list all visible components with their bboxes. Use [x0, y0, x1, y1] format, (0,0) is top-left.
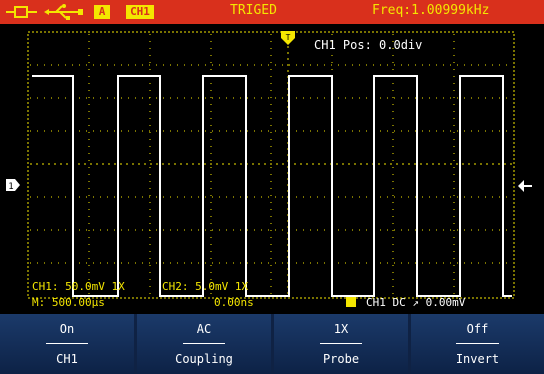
acquire-mode-badge: A [94, 5, 110, 19]
divider [45, 343, 89, 344]
trigger-position-marker: T [281, 31, 295, 45]
ch2-scale-readout: CH2: 5.0mV 1X [162, 280, 249, 293]
probe-label: Probe [322, 352, 360, 366]
menu-ch1-button[interactable]: On CH1 [0, 314, 134, 374]
usb-icon [44, 4, 83, 20]
coupling-label: Coupling [175, 352, 233, 366]
trigger-source-icon [346, 297, 356, 307]
ch1-position-readout: CH1 Pos: 0.0div [314, 38, 423, 52]
timebase-readout: M: 500.00µs [32, 296, 105, 309]
divider [319, 343, 363, 344]
divider [182, 343, 226, 344]
coupling-value: AC [196, 322, 212, 336]
invert-value: Off [466, 322, 489, 336]
ch1-scale-readout: CH1: 50.0mV 1X [32, 280, 125, 293]
probe-icon [6, 6, 37, 18]
invert-label: Invert [455, 352, 500, 366]
svg-text:1: 1 [8, 182, 13, 192]
ch1-waveform [32, 75, 512, 297]
frequency-readout: Freq:1.00999kHz [372, 3, 490, 18]
probe-value: 1X [333, 322, 349, 336]
trigger-level-marker [518, 180, 532, 192]
menu-invert-button[interactable]: Off Invert [411, 314, 544, 374]
divider [456, 343, 499, 344]
ch1-level-marker: 1 [6, 179, 20, 192]
waveform-display[interactable]: T 1 CH1 Pos: 0.0div CH1: 50.0mV 1X CH2: … [0, 24, 544, 314]
trigger-status: TRIGED [230, 3, 277, 18]
status-bar: A CH1 TRIGED Freq:1.00999kHz [0, 0, 544, 24]
graticule [27, 31, 515, 299]
square-wave-trace [32, 75, 512, 297]
ch1-label: CH1 [56, 352, 78, 366]
ch1-state-value: On [59, 322, 75, 336]
svg-text:T: T [286, 33, 291, 42]
time-offset-readout: 0.00ns [214, 296, 254, 309]
active-channel-badge: CH1 [126, 5, 154, 19]
menu-coupling-button[interactable]: AC Coupling [137, 314, 271, 374]
trigger-info-readout: CH1 DC ↗ 0.00mV [366, 296, 466, 309]
menu-probe-button[interactable]: 1X Probe [274, 314, 408, 374]
